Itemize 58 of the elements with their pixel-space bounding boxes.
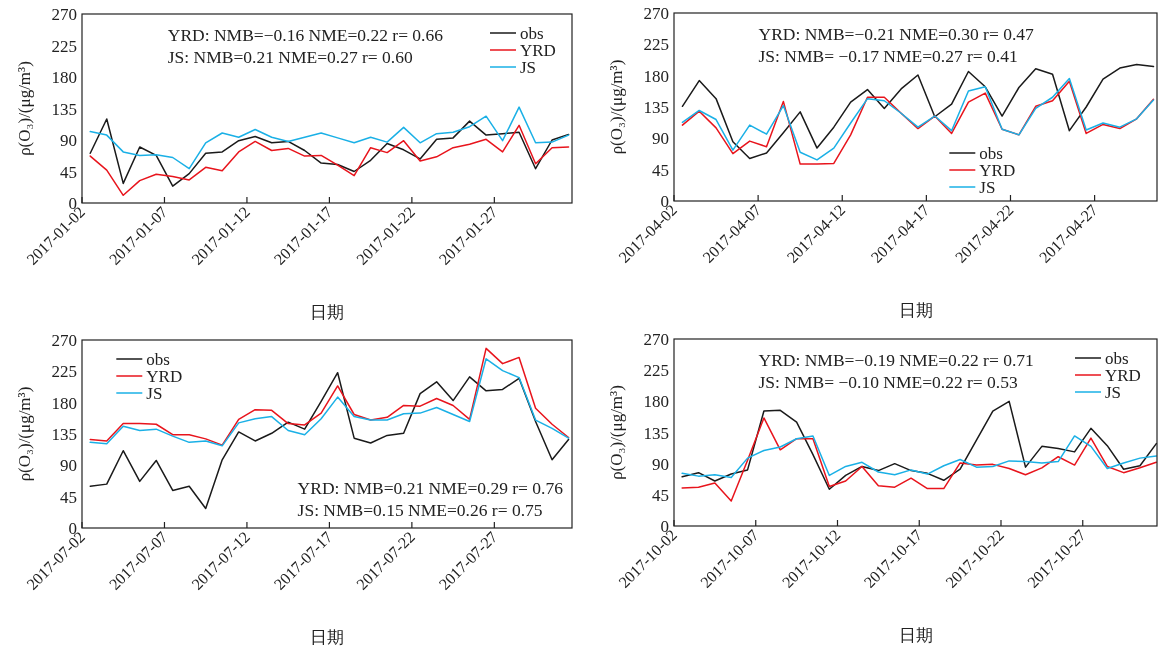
legend-label: YRD xyxy=(146,367,183,386)
line-series xyxy=(89,124,570,197)
annotation: YRD: NMB=−0.21 NME=0.30 r= 0.47 xyxy=(758,24,1035,44)
y-axis-title: ρ(O₃)/(μg/m³) xyxy=(607,385,626,480)
y-tick-label: 90 xyxy=(60,456,77,476)
line-series xyxy=(681,435,1158,479)
y-tick-label: 270 xyxy=(643,4,669,23)
y-tick-label: 225 xyxy=(643,35,669,55)
y-tick-label: 180 xyxy=(643,392,669,412)
line-series xyxy=(89,106,570,170)
legend-label: JS xyxy=(520,58,537,77)
legend-label: JS xyxy=(979,178,996,197)
y-tick-label: 180 xyxy=(643,66,669,86)
y-tick-label: 45 xyxy=(60,487,77,507)
y-tick-label: 45 xyxy=(652,160,669,180)
y-tick-label: 270 xyxy=(51,5,77,24)
annotation: JS: NMB= −0.10 NME=0.22 r= 0.53 xyxy=(758,372,1018,392)
line-series xyxy=(89,118,570,187)
y-tick-label: 270 xyxy=(643,330,669,349)
y-tick-label: 90 xyxy=(652,454,669,474)
y-tick-label: 180 xyxy=(51,393,77,413)
annotation: YRD: NMB=−0.19 NME=0.22 r= 0.71 xyxy=(758,350,1034,370)
y-tick-label: 225 xyxy=(51,36,77,56)
legend-label: JS xyxy=(146,384,163,403)
y-axis-title: ρ(O₃)/(μg/m³) xyxy=(15,61,34,156)
y-tick-label: 135 xyxy=(643,98,669,117)
y-axis-title: ρ(O₃)/(μg/m³) xyxy=(607,59,626,155)
y-tick-label: 225 xyxy=(51,362,77,382)
legend-label: obs xyxy=(520,24,544,43)
y-tick-label: 90 xyxy=(60,131,77,150)
legend-label: YRD xyxy=(1105,366,1141,385)
legend-label: obs xyxy=(1105,349,1129,368)
y-axis-title: ρ(O₃)/(μg/m³) xyxy=(15,386,34,482)
y-tick-label: 135 xyxy=(643,423,669,443)
x-axis-title: 日期 xyxy=(310,303,344,322)
annotation: JS: NMB= −0.17 NME=0.27 r= 0.41 xyxy=(758,46,1018,66)
annotation: JS: NMB=0.21 NME=0.27 r= 0.60 xyxy=(167,47,413,67)
line-series xyxy=(681,63,1155,160)
y-tick-label: 135 xyxy=(51,99,77,119)
y-tick-label: 270 xyxy=(51,331,77,350)
annotation: YRD: NMB=−0.16 NME=0.22 r= 0.66 xyxy=(167,25,444,45)
y-tick-label: 225 xyxy=(643,361,669,381)
legend-label: obs xyxy=(979,144,1003,163)
line-series xyxy=(681,417,1158,502)
x-axis-title: 日期 xyxy=(898,626,933,645)
annotation: YRD: NMB=0.21 NME=0.29 r= 0.76 xyxy=(297,478,564,498)
annotation: JS: NMB=0.15 NME=0.26 r= 0.75 xyxy=(297,500,543,520)
x-axis-title: 日期 xyxy=(310,628,344,647)
legend-label: YRD xyxy=(979,161,1016,180)
legend-label: JS xyxy=(1105,383,1122,402)
y-tick-label: 135 xyxy=(51,425,77,444)
y-tick-label: 45 xyxy=(652,485,669,505)
x-axis-title: 日期 xyxy=(898,301,933,320)
y-tick-label: 90 xyxy=(652,129,669,149)
y-tick-label: 45 xyxy=(60,162,77,182)
legend-label: YRD xyxy=(520,41,556,60)
legend-label: obs xyxy=(146,350,170,369)
y-tick-label: 180 xyxy=(51,68,77,87)
